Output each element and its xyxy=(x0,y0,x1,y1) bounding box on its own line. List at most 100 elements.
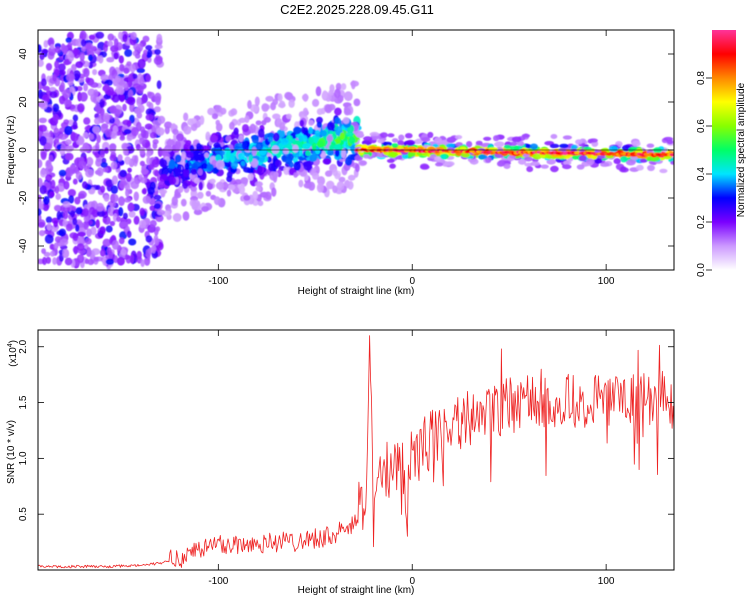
chart-title: C2E2.2025.228.09.45.G11 xyxy=(280,2,434,17)
spectrogram-cell xyxy=(250,104,259,113)
spectrogram-cell xyxy=(111,94,120,103)
spectrogram-cell xyxy=(42,94,50,102)
spectrogram-cell xyxy=(117,87,125,95)
spectrogram-cell xyxy=(312,98,320,107)
colorbar-tick-label: 0.4 xyxy=(696,167,707,181)
snr-x-tick-label: 100 xyxy=(598,576,615,587)
spectrogram-cell xyxy=(94,103,101,113)
spectrogram-cell xyxy=(102,167,109,173)
spectrogram-cell xyxy=(142,130,149,140)
spectrogram-cell xyxy=(182,182,188,189)
spectrogram-cell xyxy=(98,55,104,64)
spectrogram-cell xyxy=(550,134,558,139)
spectrogram-cell xyxy=(549,143,560,149)
spectrogram-cell xyxy=(182,211,190,221)
spectrogram-cell xyxy=(95,142,100,152)
spectrogram-cell xyxy=(435,162,444,167)
spectrogram-cell xyxy=(184,162,190,171)
spectrogram-cell xyxy=(49,91,58,99)
spectrogram-cell xyxy=(334,88,341,99)
spectrogram-cell xyxy=(197,191,204,199)
spectrogram-cell xyxy=(90,82,99,88)
spectrogram-cell xyxy=(389,163,396,169)
spectrogram-cell xyxy=(122,212,128,220)
spectrogram-cell xyxy=(398,134,405,141)
spectrogram-cell xyxy=(96,210,106,217)
spectrogram-cell xyxy=(113,38,119,48)
spectrogram-cell xyxy=(119,169,127,178)
spectrogram-cell xyxy=(647,164,655,172)
spectrogram-cell xyxy=(58,133,68,140)
spectrogram-cell xyxy=(207,107,216,116)
spectrogram-cell xyxy=(305,150,311,157)
spectrogram-cell xyxy=(255,186,262,192)
spectrogram-cell xyxy=(540,164,549,169)
spectrogram-cell xyxy=(63,180,70,190)
spectrogram-cell xyxy=(133,215,140,225)
spectrogram-cell xyxy=(455,135,463,140)
spectrogram-cell xyxy=(128,202,134,212)
spectrogram-cell xyxy=(440,154,447,160)
spectrogram-cell xyxy=(62,88,71,99)
spectrogram-cell xyxy=(346,131,354,138)
spectrogram-cell xyxy=(575,139,583,145)
spectrogram-cell xyxy=(65,139,72,146)
spectrogram-cell xyxy=(72,217,78,226)
spectrogram-cell xyxy=(144,123,153,130)
spectrogram-cell xyxy=(233,127,239,135)
spectrogram-cell xyxy=(293,161,301,171)
spectrogram-cell xyxy=(308,136,315,145)
spectrogram-x-tick-label: 0 xyxy=(409,276,415,287)
spectrogram-cell xyxy=(185,151,194,159)
spectrogram-cell xyxy=(298,179,304,188)
spectrogram-cell xyxy=(257,200,264,207)
spectrogram-cell xyxy=(322,90,328,100)
spectrogram-cell xyxy=(133,191,139,202)
spectrogram-cell xyxy=(397,140,405,146)
spectrogram-cell xyxy=(149,219,157,228)
spectrogram-cell xyxy=(213,196,221,206)
spectrogram-cell xyxy=(118,207,124,217)
spectrogram-cell xyxy=(193,209,203,216)
spectrogram-cell xyxy=(316,140,324,148)
spectrogram-cell xyxy=(226,189,232,197)
spectrogram-cell xyxy=(114,75,121,83)
spectrogram-cell xyxy=(158,188,168,195)
snr-y-label: SNR (10 * v/v) xyxy=(6,420,17,484)
spectrogram-cell xyxy=(316,121,322,128)
colorbar-tick-label: 0.0 xyxy=(696,263,707,277)
spectrogram-cell xyxy=(198,181,203,191)
spectrogram-cell xyxy=(151,158,160,168)
spectrogram-cell xyxy=(240,160,246,166)
spectrogram-cell xyxy=(41,78,47,87)
spectrogram-cell xyxy=(113,52,119,60)
spectrogram-cell xyxy=(174,168,181,178)
spectrogram-cell xyxy=(171,196,178,206)
spectrogram-cell xyxy=(478,154,488,160)
spectrogram-cell xyxy=(434,137,443,144)
spectrogram-cell xyxy=(96,202,104,212)
spectrogram-cell xyxy=(139,160,145,167)
spectrogram-y-label: Frequency (Hz) xyxy=(6,116,17,185)
spectrogram-cell xyxy=(293,140,301,146)
spectrogram-cell xyxy=(149,132,157,139)
spectrogram-cell xyxy=(303,161,312,171)
spectrogram-cell xyxy=(288,161,294,168)
spectrogram-cell xyxy=(631,140,641,147)
spectrogram-cell xyxy=(562,135,573,140)
spectrogram-cell xyxy=(60,45,68,53)
spectrogram-cell xyxy=(387,133,395,138)
spectrogram-cell xyxy=(122,103,127,112)
spectrogram-cell xyxy=(130,32,137,40)
spectrogram-cell xyxy=(126,230,132,238)
spectrogram-cell xyxy=(65,37,73,43)
spectrogram-cell xyxy=(226,150,231,161)
spectrogram-cell xyxy=(72,114,79,122)
spectrogram-cell xyxy=(518,159,527,165)
spectrogram-cell xyxy=(152,142,158,150)
spectrogram-cell xyxy=(139,76,144,87)
spectrogram-cell xyxy=(131,126,139,137)
spectrogram-cell xyxy=(563,164,571,170)
spectrogram-cell xyxy=(39,135,47,146)
spectrogram-cell xyxy=(38,44,42,54)
